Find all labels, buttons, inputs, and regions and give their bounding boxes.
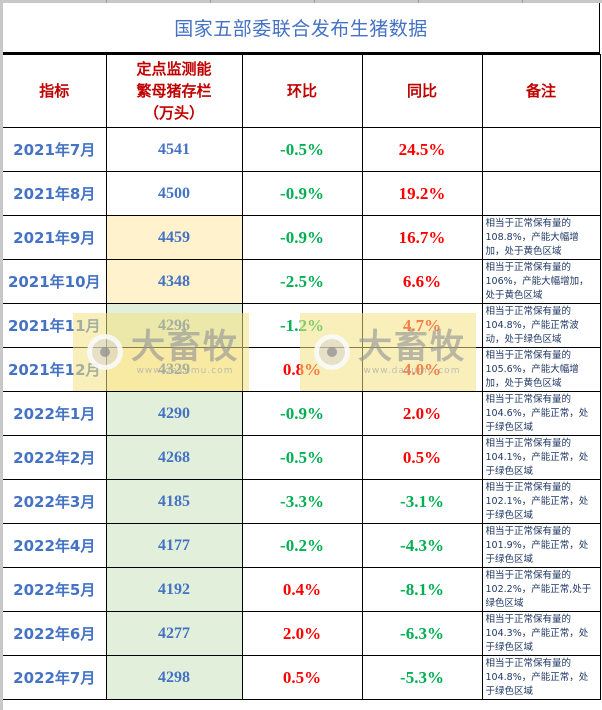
yoy-cell[interactable]: 24.5% xyxy=(361,127,483,172)
yoy-cell[interactable]: -4.3% xyxy=(361,523,483,568)
date-cell[interactable]: 2022年2月 xyxy=(3,435,107,480)
column-divider-tick xyxy=(522,0,523,3)
note-cell[interactable] xyxy=(481,127,601,172)
date-cell[interactable]: 2022年7月 xyxy=(3,655,107,700)
yoy-cell[interactable]: 16.7% xyxy=(361,215,483,260)
header-sow-stock-line2: 繁母猪存栏 xyxy=(136,82,212,100)
note-cell[interactable]: 相当于正常保有量的104.8%，产能正常，处于绿色区域 xyxy=(481,655,601,700)
pig-data-table: 指标 定点监测能 繁母猪存栏 （万头） 环比 同比 备注 2021年7月 454… xyxy=(3,54,601,700)
date-cell[interactable]: 2022年1月 xyxy=(3,391,107,436)
table-row: 2021年7月 4541 -0.5% 24.5% xyxy=(3,127,601,172)
table-row: 2021年11月 4296 -1.2% 4.7% 相当于正常保有量的104.8%… xyxy=(3,303,601,348)
note-cell[interactable] xyxy=(481,171,601,216)
note-cell[interactable]: 相当于正常保有量的102.1%，产能正常，处于绿色区域 xyxy=(481,479,601,524)
date-cell[interactable]: 2021年9月 xyxy=(3,215,107,260)
yoy-cell[interactable]: 4.7% xyxy=(361,303,483,348)
yoy-cell[interactable]: 19.2% xyxy=(361,171,483,216)
note-cell[interactable]: 相当于正常保有量的102.2%，产能正常,处于绿色区域 xyxy=(481,567,601,612)
table-row: 2022年1月 4290 -0.9% 2.0% 相当于正常保有量的104.6%，… xyxy=(3,391,601,436)
header-sow-stock-line3: （万头） xyxy=(143,104,204,122)
sheet-top-gridline xyxy=(0,0,602,3)
stock-cell[interactable]: 4329 xyxy=(105,347,243,392)
header-note[interactable]: 备注 xyxy=(481,54,601,128)
header-yoy[interactable]: 同比 xyxy=(361,54,483,128)
date-cell[interactable]: 2022年6月 xyxy=(3,611,107,656)
note-cell[interactable]: 相当于正常保有量的108.8%，产能大幅增加，处于黄色区域 xyxy=(481,215,601,260)
mom-cell[interactable]: -0.5% xyxy=(241,435,363,480)
note-cell[interactable]: 相当于正常保有量的104.1%，产能正常，处于绿色区域 xyxy=(481,435,601,480)
table-row: 2021年12月 4329 0.8% 4.0% 相当于正常保有量的105.6%，… xyxy=(3,347,601,392)
column-divider-tick xyxy=(418,0,419,3)
stock-cell[interactable]: 4298 xyxy=(105,655,243,700)
yoy-cell[interactable]: 2.0% xyxy=(361,391,483,436)
date-cell[interactable]: 2022年3月 xyxy=(3,479,107,524)
table-row: 2022年7月 4298 0.5% -5.3% 相当于正常保有量的104.8%，… xyxy=(3,655,601,700)
column-divider-tick xyxy=(210,0,211,3)
table-title: 国家五部委联合发布生猪数据 xyxy=(174,18,428,40)
stock-cell[interactable]: 4290 xyxy=(105,391,243,436)
column-divider-tick xyxy=(106,0,107,3)
mom-cell[interactable]: -0.5% xyxy=(241,127,363,172)
header-indicator[interactable]: 指标 xyxy=(3,54,107,128)
sheet-left-gridline xyxy=(0,0,3,710)
mom-cell[interactable]: -0.9% xyxy=(241,215,363,260)
header-row: 指标 定点监测能 繁母猪存栏 （万头） 环比 同比 备注 xyxy=(3,54,601,128)
stock-cell[interactable]: 4541 xyxy=(105,127,243,172)
table-row: 2021年10月 4348 -2.5% 6.6% 相当于正常保有量的106%，产… xyxy=(3,259,601,304)
mom-cell[interactable]: -1.2% xyxy=(241,303,363,348)
table-row: 2022年6月 4277 2.0% -6.3% 相当于正常保有量的104.3%，… xyxy=(3,611,601,656)
yoy-cell[interactable]: -5.3% xyxy=(361,655,483,700)
yoy-cell[interactable]: -3.1% xyxy=(361,479,483,524)
note-cell[interactable]: 相当于正常保有量的105.6%，产能大幅增加，处于黄色区域 xyxy=(481,347,601,392)
yoy-cell[interactable]: -8.1% xyxy=(361,567,483,612)
date-cell[interactable]: 2021年11月 xyxy=(3,303,107,348)
column-divider-tick xyxy=(314,0,315,3)
note-cell[interactable]: 相当于正常保有量的106%，产能大幅增加，处于黄色区域 xyxy=(481,259,601,304)
title-cell[interactable]: 国家五部委联合发布生猪数据 xyxy=(3,3,600,54)
note-cell[interactable]: 相当于正常保有量的101.9%，产能正常，处于绿色区域 xyxy=(481,523,601,568)
date-cell[interactable]: 2021年12月 xyxy=(3,347,107,392)
stock-cell[interactable]: 4192 xyxy=(105,567,243,612)
stock-cell[interactable]: 4296 xyxy=(105,303,243,348)
table-row: 2021年8月 4500 -0.9% 19.2% xyxy=(3,171,601,216)
stock-cell[interactable]: 4459 xyxy=(105,215,243,260)
mom-cell[interactable]: -2.5% xyxy=(241,259,363,304)
table-row: 2021年9月 4459 -0.9% 16.7% 相当于正常保有量的108.8%… xyxy=(3,215,601,260)
yoy-cell[interactable]: -6.3% xyxy=(361,611,483,656)
date-cell[interactable]: 2021年7月 xyxy=(3,127,107,172)
spreadsheet: 国家五部委联合发布生猪数据 指标 定点监测能 繁母猪存栏 （万头） 环比 同比 … xyxy=(3,3,601,700)
mom-cell[interactable]: -0.9% xyxy=(241,171,363,216)
date-cell[interactable]: 2022年5月 xyxy=(3,567,107,612)
date-cell[interactable]: 2022年4月 xyxy=(3,523,107,568)
mom-cell[interactable]: 0.5% xyxy=(241,655,363,700)
header-sow-stock[interactable]: 定点监测能 繁母猪存栏 （万头） xyxy=(105,54,243,128)
note-cell[interactable]: 相当于正常保有量的104.3%，产能正常，处于绿色区域 xyxy=(481,611,601,656)
date-cell[interactable]: 2021年10月 xyxy=(3,259,107,304)
note-cell[interactable]: 相当于正常保有量的104.8%，产能正常波动，处于绿色区域 xyxy=(481,303,601,348)
stock-cell[interactable]: 4500 xyxy=(105,171,243,216)
mom-cell[interactable]: -3.3% xyxy=(241,479,363,524)
stock-cell[interactable]: 4277 xyxy=(105,611,243,656)
header-mom[interactable]: 环比 xyxy=(241,54,363,128)
table-row: 2022年5月 4192 0.4% -8.1% 相当于正常保有量的102.2%，… xyxy=(3,567,601,612)
table-row: 2022年2月 4268 -0.5% 0.5% 相当于正常保有量的104.1%，… xyxy=(3,435,601,480)
stock-cell[interactable]: 4177 xyxy=(105,523,243,568)
mom-cell[interactable]: -0.9% xyxy=(241,391,363,436)
mom-cell[interactable]: -0.2% xyxy=(241,523,363,568)
stock-cell[interactable]: 4268 xyxy=(105,435,243,480)
yoy-cell[interactable]: 0.5% xyxy=(361,435,483,480)
header-sow-stock-line1: 定点监测能 xyxy=(136,60,212,78)
stock-cell[interactable]: 4185 xyxy=(105,479,243,524)
date-cell[interactable]: 2021年8月 xyxy=(3,171,107,216)
table-row: 2022年4月 4177 -0.2% -4.3% 相当于正常保有量的101.9%… xyxy=(3,523,601,568)
mom-cell[interactable]: 2.0% xyxy=(241,611,363,656)
note-cell[interactable]: 相当于正常保有量的104.6%，产能正常，处于绿色区域 xyxy=(481,391,601,436)
yoy-cell[interactable]: 6.6% xyxy=(361,259,483,304)
stock-cell[interactable]: 4348 xyxy=(105,259,243,304)
table-row: 2022年3月 4185 -3.3% -3.1% 相当于正常保有量的102.1%… xyxy=(3,479,601,524)
mom-cell[interactable]: 0.4% xyxy=(241,567,363,612)
mom-cell[interactable]: 0.8% xyxy=(241,347,363,392)
yoy-cell[interactable]: 4.0% xyxy=(361,347,483,392)
